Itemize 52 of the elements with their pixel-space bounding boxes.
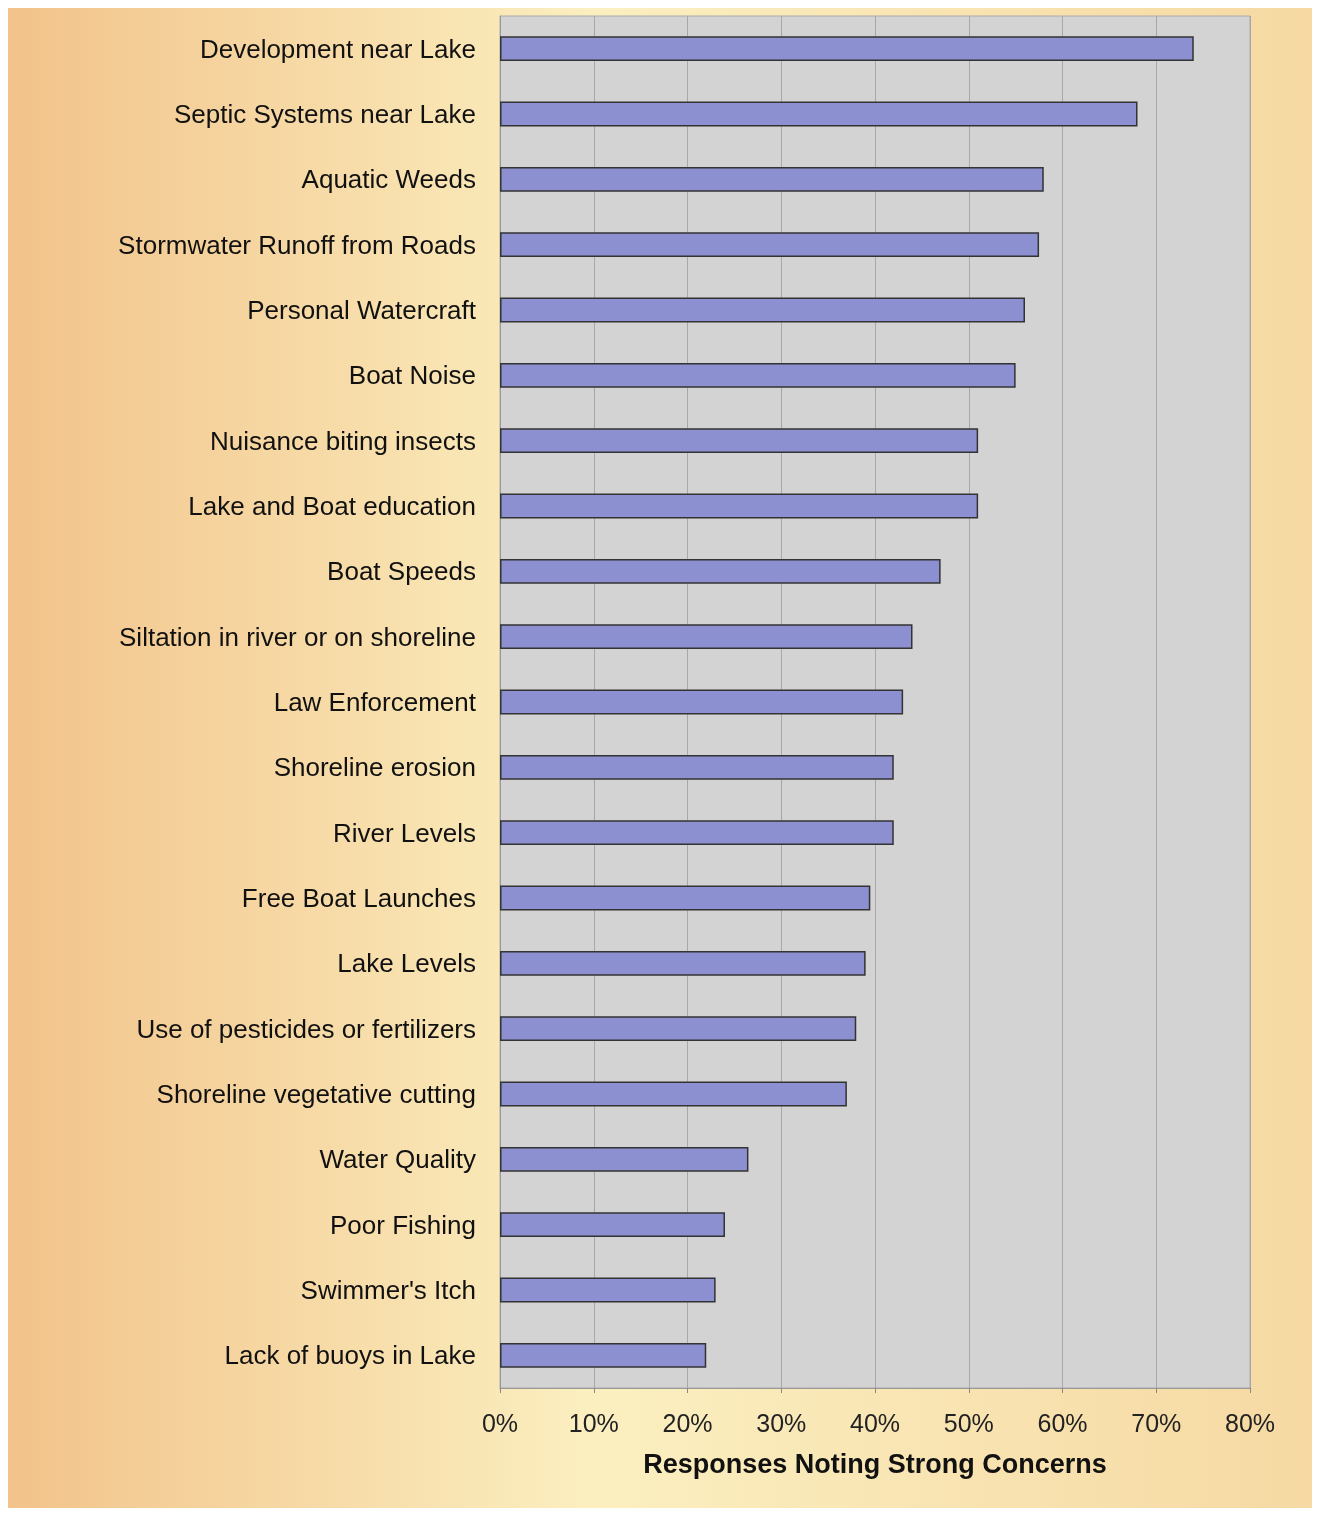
y-tick-label: Personal Watercraft [247, 295, 477, 325]
bar [500, 493, 979, 519]
bar [500, 1277, 716, 1303]
y-tick-label: Free Boat Launches [241, 883, 476, 913]
bar [500, 1342, 707, 1368]
bar [500, 297, 1025, 323]
bar [500, 101, 1138, 127]
bar [500, 166, 1044, 192]
bar [500, 1016, 857, 1042]
y-tick-label: Septic Systems near Lake [173, 99, 476, 129]
y-tick-label: Lack of buoys in Lake [224, 1340, 476, 1371]
bar [500, 232, 1040, 258]
x-tick-label: 10% [568, 1408, 619, 1437]
y-tick-label: Lake and Boat education [188, 491, 476, 521]
y-tick-label: Shoreline vegetative cutting [156, 1079, 476, 1109]
x-tick-label: 0% [481, 1408, 519, 1437]
y-tick-label: Poor Fishing [330, 1209, 476, 1240]
bar [500, 624, 913, 650]
y-tick-label: Shoreline erosion [273, 752, 476, 783]
bar [500, 820, 894, 846]
bar [500, 950, 866, 976]
y-tick-label: Lake Levels [337, 948, 476, 979]
bar [500, 1146, 749, 1172]
y-tick-label: Boat Noise [348, 360, 476, 391]
y-tick-label: Boat Speeds [327, 556, 476, 587]
x-tick-label: 80% [1224, 1408, 1276, 1437]
bar [500, 36, 1194, 62]
bar [500, 362, 1016, 388]
y-tick-label: Nuisance biting insects [210, 425, 476, 456]
y-tick-label: Stormwater Runoff from Roads [118, 229, 476, 260]
x-tick-label: 60% [1037, 1408, 1088, 1437]
bar [500, 689, 904, 715]
y-tick-label: Swimmer's Itch [300, 1275, 476, 1305]
y-tick-label: Aquatic Weeds [301, 164, 476, 195]
x-tick-label: 70% [1131, 1408, 1182, 1437]
x-tick-label: 50% [943, 1408, 994, 1437]
bar [500, 754, 894, 780]
x-tick-label: 30% [756, 1408, 807, 1437]
x-tick-label: 40% [849, 1408, 901, 1437]
y-tick-label: River Levels [332, 817, 476, 848]
bar [500, 1081, 847, 1107]
y-tick-label: Siltation in river or on shoreline [119, 621, 476, 652]
bar [500, 1212, 725, 1238]
y-tick-label: Water Quality [319, 1144, 476, 1175]
x-tick-label: 20% [662, 1408, 713, 1437]
bar [500, 885, 871, 911]
x-axis-title: Responses Noting Strong Concerns [643, 1448, 1107, 1479]
y-tick-label: Use of pesticides or fertilizers [136, 1013, 476, 1044]
y-tick-label: Law Enforcement [273, 687, 477, 717]
bar [500, 428, 979, 454]
bar [500, 558, 941, 584]
y-tick-label: Development near Lake [199, 33, 476, 64]
